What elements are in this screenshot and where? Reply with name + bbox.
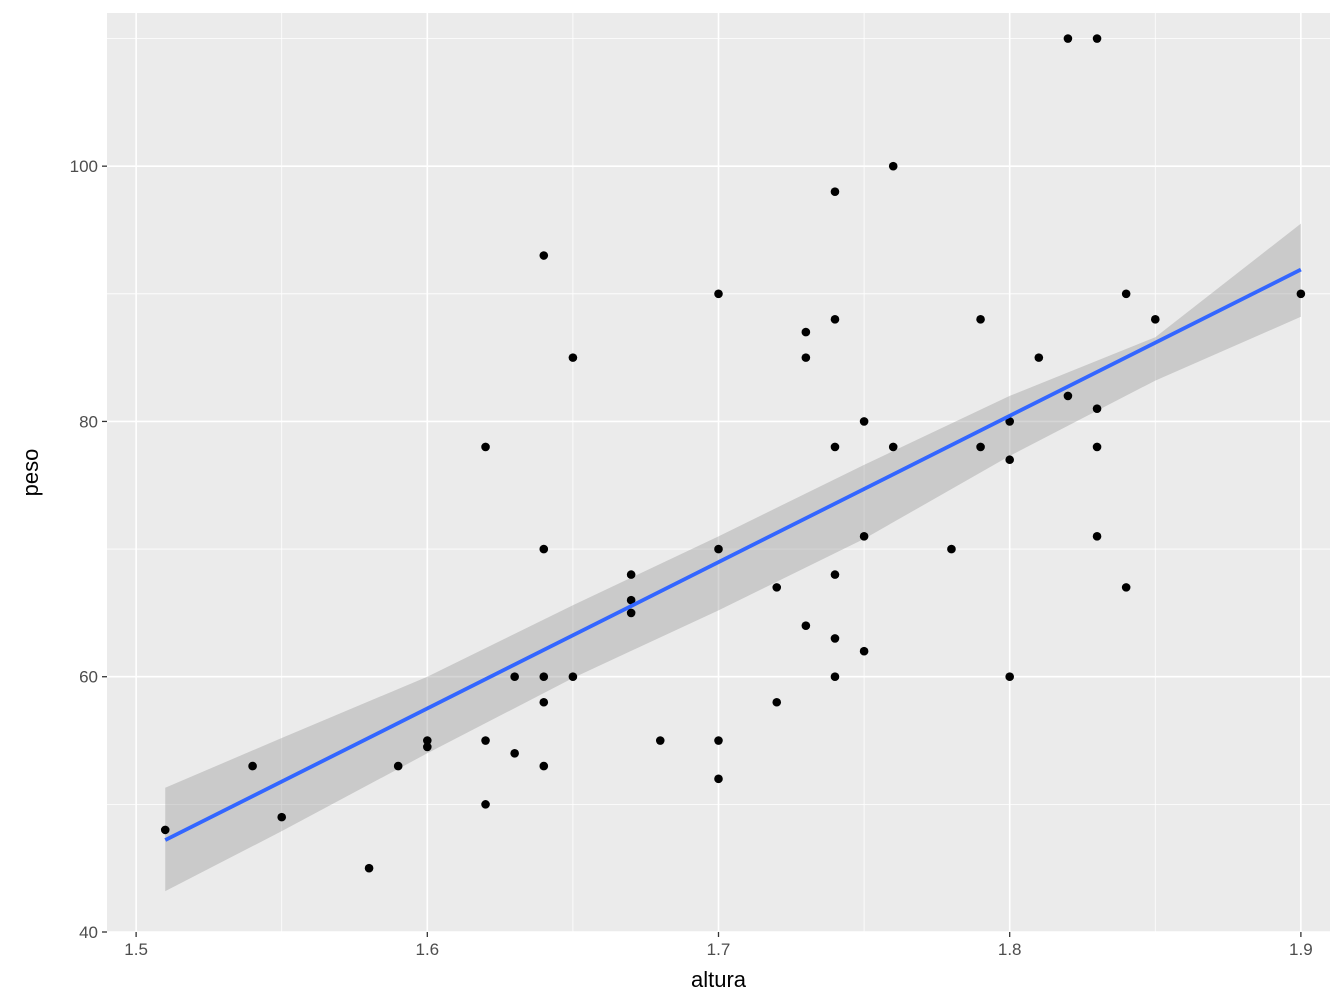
x-axis-title: altura (691, 967, 747, 992)
y-axis-ticks: 40 60 80 100 (70, 157, 107, 942)
data-point (859, 532, 869, 541)
data-point (539, 697, 549, 707)
y-tick-label: 80 (79, 412, 98, 431)
data-point (1063, 391, 1073, 401)
data-point (830, 442, 840, 452)
data-point (481, 800, 490, 809)
data-point (772, 583, 782, 592)
data-point (801, 621, 811, 630)
data-point (277, 812, 287, 822)
data-point (364, 863, 374, 873)
data-point (1005, 417, 1014, 426)
data-point (714, 289, 723, 299)
x-tick-label: 1.7 (707, 940, 731, 959)
data-point (976, 442, 985, 452)
data-point (859, 417, 869, 426)
data-point (801, 327, 811, 337)
x-tick-label: 1.6 (415, 940, 439, 959)
data-point (947, 544, 956, 554)
data-point (888, 442, 898, 452)
data-point (830, 570, 840, 579)
data-point (801, 353, 811, 362)
x-tick-label: 1.9 (1289, 940, 1313, 959)
data-point (772, 697, 782, 707)
data-point (539, 251, 549, 260)
y-axis-title: peso (18, 449, 43, 497)
data-point (1005, 455, 1014, 465)
data-point (539, 672, 549, 682)
y-tick-label: 100 (70, 157, 98, 176)
data-point (626, 570, 636, 579)
regression-line (164, 267, 1302, 842)
data-point (714, 544, 723, 554)
x-tick-label: 1.5 (124, 940, 148, 959)
data-points (160, 34, 1306, 873)
data-point (1092, 532, 1102, 541)
data-point (626, 595, 636, 605)
data-point (1092, 404, 1102, 413)
data-point (160, 825, 170, 835)
data-point (1092, 442, 1102, 452)
data-point (248, 761, 257, 771)
data-point (510, 672, 519, 682)
data-point (539, 544, 549, 554)
data-point (976, 315, 985, 324)
data-point (830, 634, 840, 643)
data-point (655, 736, 665, 745)
data-point (830, 315, 840, 324)
data-point (568, 353, 578, 362)
data-point (1034, 353, 1044, 362)
data-point (1296, 289, 1306, 299)
data-point (1092, 34, 1102, 43)
y-tick-label: 40 (79, 923, 98, 942)
data-point (539, 761, 549, 771)
data-point (714, 736, 723, 745)
data-point (423, 742, 432, 752)
data-point (888, 161, 898, 171)
x-tick-label: 1.8 (998, 940, 1022, 959)
data-point (830, 672, 840, 682)
data-point (1121, 583, 1131, 592)
y-tick-label: 60 (79, 668, 98, 687)
data-point (859, 646, 869, 656)
data-point (830, 187, 840, 196)
data-point (510, 749, 519, 758)
data-point (1005, 672, 1014, 682)
data-point (714, 774, 723, 784)
data-point (481, 736, 490, 745)
data-point (1121, 289, 1131, 299)
confidence-band (165, 223, 1301, 892)
data-point (626, 608, 636, 618)
data-point (568, 672, 578, 682)
data-point (393, 761, 403, 771)
data-point (423, 736, 432, 745)
data-point (481, 442, 490, 452)
data-point (1150, 315, 1160, 324)
x-axis-ticks: 1.5 1.6 1.7 1.8 1.9 (124, 932, 1313, 959)
data-point (1063, 34, 1073, 43)
